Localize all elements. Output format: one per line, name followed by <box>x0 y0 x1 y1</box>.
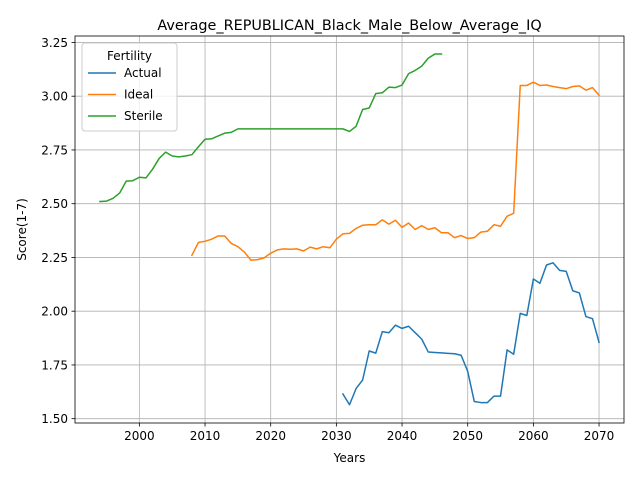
x-tick-label: 2000 <box>124 429 155 443</box>
y-tick-label: 1.75 <box>41 358 68 372</box>
y-tick-label: 2.75 <box>41 143 68 157</box>
legend-box <box>81 42 178 132</box>
x-tick-label: 2060 <box>518 429 549 443</box>
y-tick-label: 3.00 <box>41 90 68 104</box>
series-lines <box>99 53 601 406</box>
legend-label-actual: Actual <box>124 66 162 80</box>
y-tick-label: 3.25 <box>41 36 68 50</box>
series-line-sterile <box>99 53 443 203</box>
x-tick-label: 2050 <box>452 429 483 443</box>
legend-label-sterile: Sterile <box>124 109 163 123</box>
legend-title: Fertility <box>107 49 152 63</box>
axis-ticks: 2000 2010 2020 2030 2040 2050 2060 2070 1.50 1.75… <box>41 36 614 443</box>
y-tick-label: 1.50 <box>41 412 68 426</box>
grid <box>75 36 624 423</box>
x-axis-label: Years <box>333 451 366 465</box>
y-tick-label: 2.50 <box>41 197 68 211</box>
x-tick-label: 2030 <box>321 429 352 443</box>
chart-title: Average_REPUBLICAN_Black_Male_Below_Aver… <box>157 18 541 34</box>
legend-entries: Actual Ideal Sterile <box>88 66 163 123</box>
x-tick-label: 2010 <box>190 429 221 443</box>
y-tick-label: 2.00 <box>41 305 68 319</box>
y-tick-label: 2.25 <box>41 251 68 265</box>
series-line-actual <box>341 262 600 406</box>
axes-frame <box>74 35 625 424</box>
series-line-ideal <box>190 81 601 261</box>
x-tick-label: 2070 <box>584 429 615 443</box>
legend-label-ideal: Ideal <box>124 88 153 102</box>
y-axis-label: Score(1-7) <box>15 198 29 261</box>
x-tick-label: 2040 <box>387 429 418 443</box>
legend: Fertility Actual Ideal Sterile <box>81 42 178 132</box>
x-tick-label: 2020 <box>255 429 286 443</box>
